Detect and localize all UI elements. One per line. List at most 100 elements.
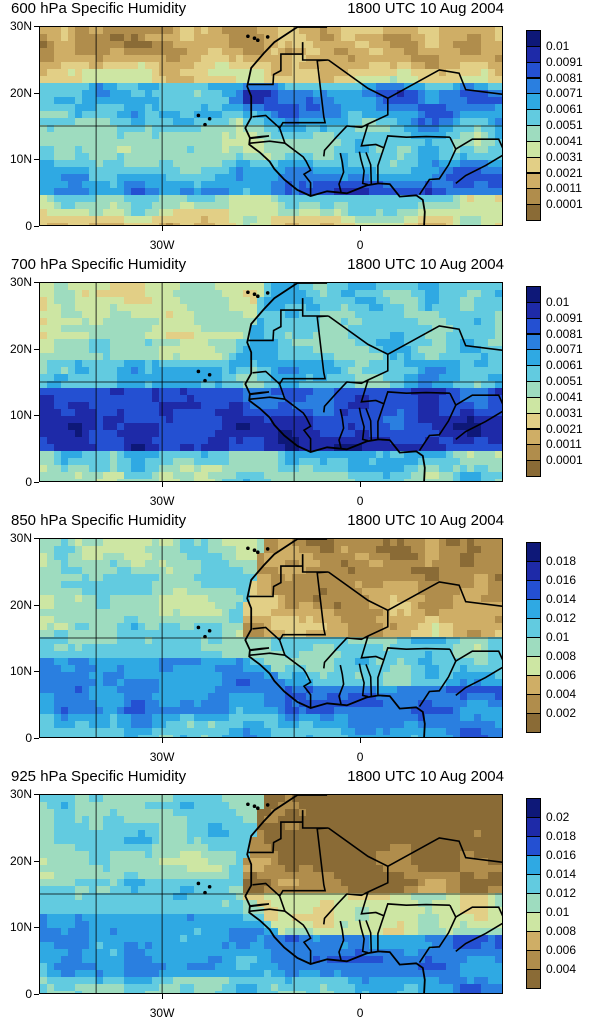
field-cell — [488, 202, 496, 210]
field-cell — [187, 325, 195, 333]
field-cell — [488, 139, 496, 147]
field-cell — [166, 346, 174, 354]
field-cell — [61, 588, 69, 596]
field-cell — [488, 111, 496, 119]
field-cell — [187, 181, 195, 189]
field-cell — [61, 181, 69, 189]
field-cell — [61, 27, 69, 35]
field-cell — [159, 318, 167, 326]
field-cell — [327, 41, 335, 49]
field-cell — [397, 311, 405, 319]
field-cell — [327, 437, 335, 445]
field-cell — [348, 216, 356, 224]
field-cell — [194, 41, 202, 49]
field-cell — [229, 402, 237, 410]
field-cell — [320, 34, 328, 42]
field-cell — [292, 353, 300, 361]
lon-tick — [360, 226, 361, 231]
field-cell — [467, 367, 475, 375]
field-cell — [306, 153, 314, 161]
field-cell — [334, 423, 342, 431]
colorbar-swatch — [526, 125, 541, 142]
field-cell — [355, 560, 363, 568]
field-cell — [383, 202, 391, 210]
field-cell — [131, 451, 139, 459]
field-cell — [110, 630, 118, 638]
field-cell — [201, 402, 209, 410]
field-cell — [152, 202, 160, 210]
field-cell — [152, 644, 160, 652]
field-cell — [222, 139, 230, 147]
field-cell — [138, 367, 146, 375]
field-cell — [446, 539, 454, 547]
field-cell — [180, 581, 188, 589]
field-cell — [397, 181, 405, 189]
field-cell — [96, 55, 104, 63]
field-cell — [327, 27, 335, 35]
field-cell — [96, 216, 104, 224]
field-cell — [236, 458, 244, 466]
field-cell — [159, 616, 167, 624]
field-cell — [54, 553, 62, 561]
field-cell — [341, 76, 349, 84]
field-cell — [460, 388, 468, 396]
field-cell — [495, 623, 502, 631]
field-cell — [75, 388, 83, 396]
field-cell — [54, 216, 62, 224]
field-cell — [110, 623, 118, 631]
field-cell — [341, 567, 349, 575]
field-cell — [271, 479, 279, 481]
field-cell — [404, 325, 412, 333]
field-cell — [75, 62, 83, 70]
field-cell — [327, 623, 335, 631]
field-cell — [54, 311, 62, 319]
field-cell — [474, 395, 482, 403]
field-cell — [313, 297, 321, 305]
field-cell — [117, 181, 125, 189]
field-cell — [383, 479, 391, 481]
field-cell — [54, 388, 62, 396]
field-cell — [82, 332, 90, 340]
field-cell — [383, 374, 391, 382]
field-cell — [453, 195, 461, 203]
field-cell — [285, 209, 293, 217]
field-cell — [47, 104, 55, 112]
field-cell — [208, 188, 216, 196]
field-cell — [173, 444, 181, 452]
field-cell — [285, 83, 293, 91]
field-cell — [327, 195, 335, 203]
field-cell — [187, 472, 195, 480]
field-cell — [383, 630, 391, 638]
field-cell — [439, 304, 447, 312]
field-cell — [334, 76, 342, 84]
field-cell — [152, 48, 160, 56]
field-cell — [404, 160, 412, 168]
field-cell — [187, 167, 195, 175]
field-cell — [180, 83, 188, 91]
field-cell — [110, 472, 118, 480]
field-cell — [117, 630, 125, 638]
field-cell — [96, 83, 104, 91]
field-cell — [103, 602, 111, 610]
field-cell — [145, 48, 153, 56]
field-cell — [418, 304, 426, 312]
field-cell — [362, 616, 370, 624]
field-cell — [278, 90, 286, 98]
humidity-map — [39, 26, 503, 226]
field-cell — [439, 416, 447, 424]
field-cell — [411, 444, 419, 452]
field-cell — [229, 602, 237, 610]
field-cell — [229, 174, 237, 182]
field-cell — [180, 118, 188, 126]
field-cell — [117, 146, 125, 154]
field-cell — [222, 444, 230, 452]
field-cell — [222, 360, 230, 368]
field-cell — [222, 34, 230, 42]
field-cell — [173, 458, 181, 466]
field-cell — [306, 588, 314, 596]
field-cell — [397, 367, 405, 375]
field-cell — [495, 339, 502, 347]
field-cell — [250, 472, 258, 480]
field-cell — [446, 402, 454, 410]
field-cell — [313, 609, 321, 617]
